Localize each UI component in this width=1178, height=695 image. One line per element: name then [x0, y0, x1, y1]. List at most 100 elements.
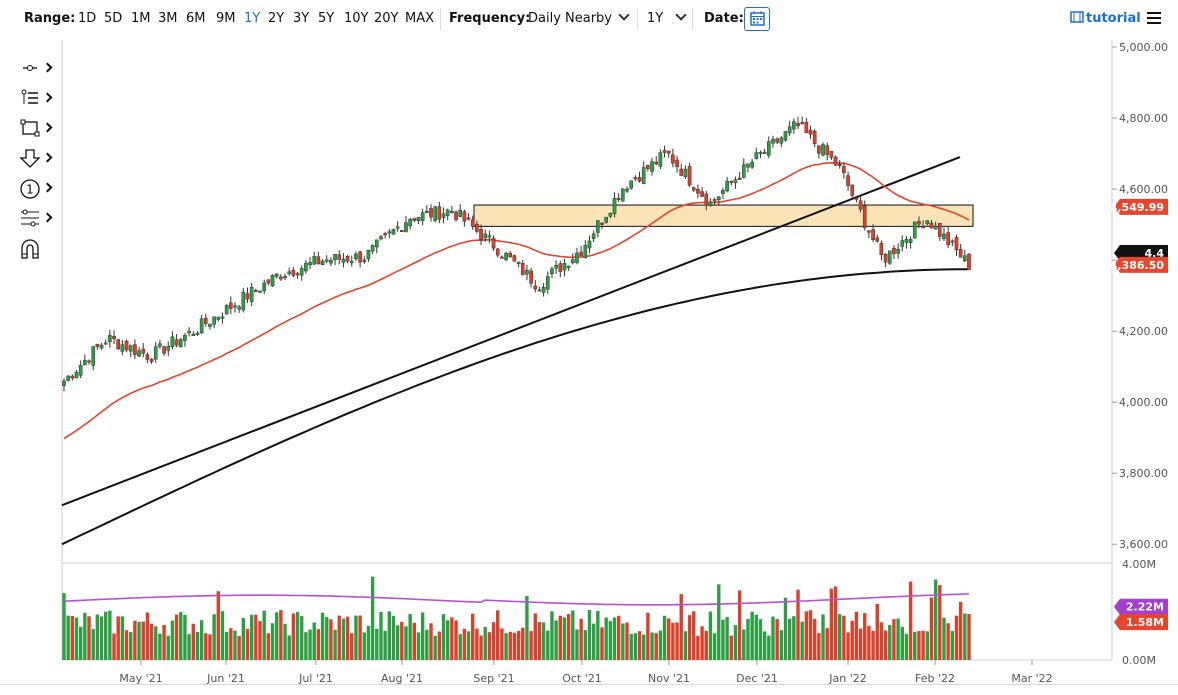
volume-bar — [320, 612, 325, 660]
volume-bar — [654, 633, 658, 660]
range-1y[interactable]: 1Y — [244, 11, 261, 26]
tutorial-link[interactable]: tutorial — [1070, 11, 1141, 26]
divider — [440, 8, 441, 30]
candle-body — [412, 218, 417, 221]
range-1m[interactable]: 1M — [131, 11, 151, 26]
candle-body — [516, 261, 521, 264]
volume-bar — [291, 613, 296, 660]
volume-bar — [796, 589, 800, 660]
candle — [767, 136, 771, 159]
volume-last-tag: 1.58M — [1114, 614, 1168, 631]
candle — [166, 341, 171, 357]
candle — [158, 339, 162, 349]
candle-body — [320, 260, 325, 265]
rectangle-icon — [20, 119, 40, 137]
volume-bar — [249, 614, 254, 660]
candle — [324, 255, 329, 264]
candle-body — [145, 354, 150, 360]
volume-bar — [454, 620, 458, 660]
candle — [846, 171, 850, 191]
candle — [646, 164, 650, 172]
upper-price-tag-label: 4,549.99 — [1110, 201, 1164, 214]
range-3m[interactable]: 3M — [158, 11, 178, 26]
volume-bar — [358, 615, 362, 660]
range-5y[interactable]: 5Y — [318, 11, 335, 26]
range-max[interactable]: MAX — [405, 11, 435, 26]
magnet-icon — [21, 239, 39, 259]
range-20y[interactable]: 20Y — [374, 11, 399, 26]
divider — [692, 8, 693, 30]
magnet-tool[interactable] — [18, 238, 58, 260]
volume-bar — [216, 591, 221, 660]
volume-average-tag: 2.22M — [1114, 598, 1168, 615]
candle-body — [174, 339, 179, 346]
number-marker-tool[interactable]: 1 — [18, 178, 58, 200]
hamburger-menu-icon[interactable] — [1147, 12, 1161, 24]
arrow-down-tool[interactable] — [18, 148, 58, 170]
volume-bar — [99, 616, 104, 660]
date-picker-button[interactable] — [744, 7, 770, 31]
trendline-tool[interactable] — [18, 88, 58, 110]
candle — [950, 239, 955, 247]
range-6m[interactable]: 6M — [186, 11, 206, 26]
candle-body — [950, 240, 955, 243]
candle — [241, 288, 246, 313]
volume-bar — [416, 632, 421, 660]
volume-bar — [458, 634, 462, 660]
candle — [579, 246, 583, 257]
candle — [600, 222, 604, 229]
volume-last-tag-bg — [1114, 614, 1168, 631]
price-chart[interactable]: 5,000.004,800.004,600.004,400.004,200.00… — [0, 40, 1178, 685]
frequency-label: Frequency: — [449, 11, 531, 26]
y-tick-label: 4,600.00 — [1119, 183, 1168, 196]
frequency-select[interactable]: Daily Nearby — [528, 9, 630, 26]
candle — [896, 243, 900, 259]
candle — [946, 226, 950, 249]
volume-bar — [266, 633, 271, 660]
candle — [942, 227, 946, 242]
volume-bar — [954, 615, 959, 660]
rectangle-tool[interactable] — [18, 118, 58, 140]
candle — [470, 215, 475, 230]
fibonacci-tool[interactable] — [18, 208, 58, 230]
volume-bar — [483, 627, 487, 660]
range-2y[interactable]: 2Y — [268, 11, 285, 26]
candle-body — [737, 177, 742, 180]
candle-body — [545, 276, 550, 290]
trendline-upper — [61, 156, 961, 507]
candle-body — [938, 223, 942, 237]
candle-body — [137, 350, 141, 357]
range-5d[interactable]: 5D — [104, 11, 123, 26]
volume-bar — [913, 631, 917, 660]
volume-bar — [78, 626, 83, 660]
range-10y[interactable]: 10Y — [344, 11, 369, 26]
candle-body — [862, 205, 867, 228]
volume-bar — [925, 631, 929, 660]
candle-body — [958, 249, 963, 258]
candle-body — [370, 244, 375, 252]
period-select[interactable]: 1Y — [647, 9, 687, 26]
volume-bar — [341, 618, 346, 660]
volume-bar — [529, 631, 533, 660]
candle-body — [908, 239, 913, 244]
candle-body — [279, 276, 283, 280]
candle-body — [483, 233, 488, 239]
range-9m[interactable]: 9M — [216, 11, 236, 26]
candle — [128, 344, 133, 358]
candle-body — [963, 255, 967, 261]
candle — [216, 316, 221, 322]
x-tick-label: Jul '21 — [298, 672, 333, 685]
volume-bar — [366, 625, 371, 660]
candle — [696, 184, 700, 199]
volume-tick-label: 4.00M — [1122, 558, 1156, 571]
candle — [771, 135, 775, 148]
candle — [729, 180, 734, 186]
volume-bar — [650, 632, 654, 660]
volume-bar — [829, 588, 834, 660]
volume-bar — [700, 626, 704, 660]
volume-bar — [304, 632, 308, 660]
crosshair-tool[interactable] — [18, 58, 58, 80]
candle — [758, 150, 763, 158]
range-1d[interactable]: 1D — [78, 11, 97, 26]
range-3y[interactable]: 3Y — [293, 11, 310, 26]
